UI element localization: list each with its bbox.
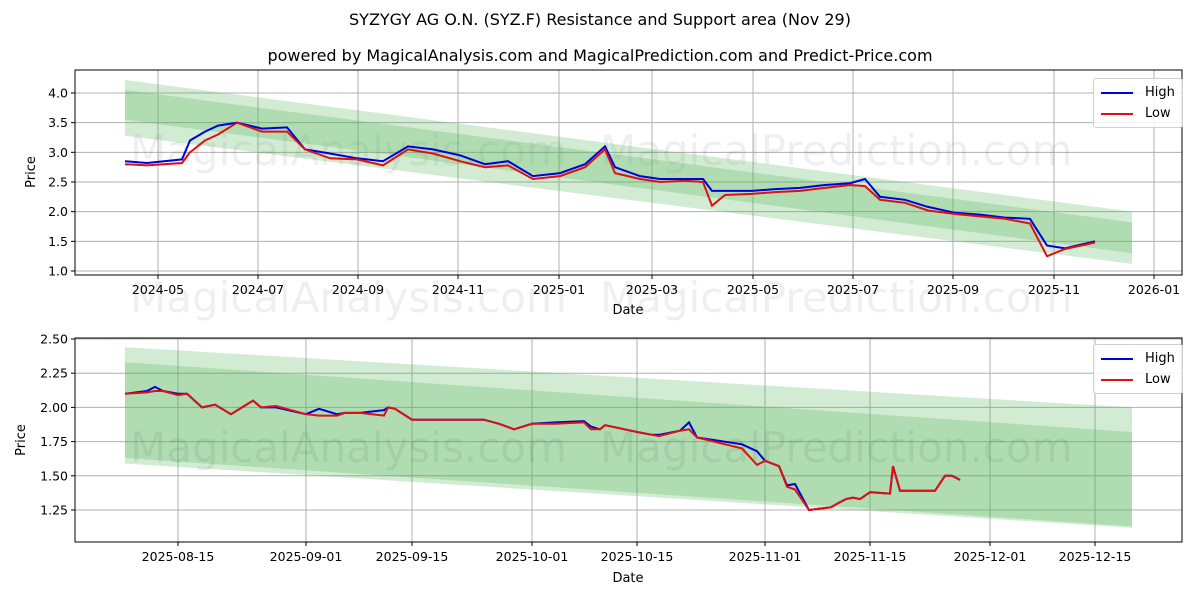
- bottom-band-outer: [125, 347, 1132, 528]
- legend-label-high: High: [1145, 85, 1175, 100]
- legend-label-low: Low: [1145, 372, 1171, 387]
- x-tick-label: 2025-10-15: [601, 549, 674, 564]
- top-legend: High Low: [1093, 78, 1183, 128]
- legend-item-high: High: [1101, 348, 1175, 369]
- legend-item-high: High: [1101, 82, 1175, 103]
- high-swatch-icon: [1101, 357, 1133, 360]
- x-tick-label: 2025-11: [1028, 282, 1080, 297]
- y-tick-label: 4.0: [48, 86, 68, 101]
- x-tick-label: 2024-09: [332, 282, 384, 297]
- bottom-x-axis: 2025-08-15 2025-09-01 2025-09-15 2025-10-01…: [142, 542, 1132, 564]
- top-y-axis: 1.0 1.5 2.0 2.5 3.0 3.5 4.0: [48, 86, 75, 278]
- y-tick-label: 1.50: [40, 468, 68, 483]
- y-tick-label: 1.75: [40, 434, 68, 449]
- legend-item-low: Low: [1101, 369, 1175, 390]
- y-tick-label: 1.0: [48, 263, 68, 278]
- x-tick-label: 2025-09-01: [270, 549, 343, 564]
- x-tick-label: 2025-01: [533, 282, 585, 297]
- y-tick-label: 1.5: [48, 234, 68, 249]
- x-tick-label: 2025-07: [827, 282, 879, 297]
- x-tick-label: 2025-10-01: [496, 549, 569, 564]
- y-tick-label: 2.0: [48, 204, 68, 219]
- watermark-4: MagicalPrediction.com: [600, 273, 1073, 322]
- x-tick-label: 2025-09-15: [376, 549, 449, 564]
- y-tick-label: 3.5: [48, 115, 68, 130]
- x-tick-label: 2026-01: [1128, 282, 1180, 297]
- x-tick-label: 2025-03: [626, 282, 678, 297]
- x-tick-label: 2025-11-01: [729, 549, 802, 564]
- x-tick-label: 2025-12-15: [1059, 549, 1132, 564]
- watermark-6: MagicalPrediction.com: [600, 423, 1073, 472]
- watermark-2: MagicalPrediction.com: [600, 126, 1073, 175]
- legend-item-low: Low: [1101, 103, 1175, 124]
- bottom-low-line: [124, 390, 961, 512]
- bottom-y-label: Price: [14, 424, 29, 456]
- x-tick-label: 2025-05: [727, 282, 779, 297]
- top-x-axis: 2024-05 2024-07 2024-09 2024-11 2025-01 2025-…: [132, 275, 1180, 297]
- x-tick-label: 2025-11-15: [834, 549, 907, 564]
- top-gridlines: [75, 70, 1182, 275]
- bottom-x-label: Date: [612, 571, 643, 586]
- x-tick-label: 2024-05: [132, 282, 184, 297]
- bottom-band-inner: [125, 362, 1132, 527]
- bottom-y-axis: 1.25 1.50 1.75 2.00 2.25 2.50: [40, 332, 75, 518]
- y-tick-label: 2.00: [40, 400, 68, 415]
- y-tick-label: 2.5: [48, 174, 68, 189]
- y-tick-label: 2.50: [40, 332, 68, 347]
- top-chart: MagicalAnalysis.com MagicalPrediction.co…: [24, 69, 1183, 322]
- y-tick-label: 2.25: [40, 366, 68, 381]
- top-x-label: Date: [612, 303, 643, 318]
- chart-subtitle: powered by MagicalAnalysis.com and Magic…: [267, 46, 933, 65]
- high-swatch-icon: [1101, 91, 1133, 94]
- top-low-line: [124, 121, 1096, 258]
- top-high-line: [124, 121, 1096, 250]
- bottom-chart: MagicalAnalysis.com MagicalPrediction.co…: [14, 332, 1183, 586]
- top-plot-frame: [74, 69, 1183, 276]
- bottom-legend: High Low: [1093, 344, 1183, 394]
- legend-label-high: High: [1145, 351, 1175, 366]
- chart-title: SYZYGY AG O.N. (SYZ.F) Resistance and Su…: [349, 10, 851, 29]
- legend-label-low: Low: [1145, 106, 1171, 121]
- top-y-label: Price: [24, 156, 39, 188]
- y-tick-label: 1.25: [40, 503, 68, 518]
- watermark-5: MagicalAnalysis.com: [130, 423, 567, 472]
- x-tick-label: 2025-08-15: [142, 549, 215, 564]
- y-tick-label: 3.0: [48, 145, 68, 160]
- x-tick-label: 2024-07: [232, 282, 284, 297]
- x-tick-label: 2025-12-01: [954, 549, 1027, 564]
- x-tick-label: 2025-09: [927, 282, 979, 297]
- bottom-plot-frame: [74, 337, 1183, 543]
- watermark-3: MagicalAnalysis.com: [130, 273, 567, 322]
- low-swatch-icon: [1101, 112, 1133, 115]
- low-swatch-icon: [1101, 378, 1133, 381]
- x-tick-label: 2024-11: [432, 282, 484, 297]
